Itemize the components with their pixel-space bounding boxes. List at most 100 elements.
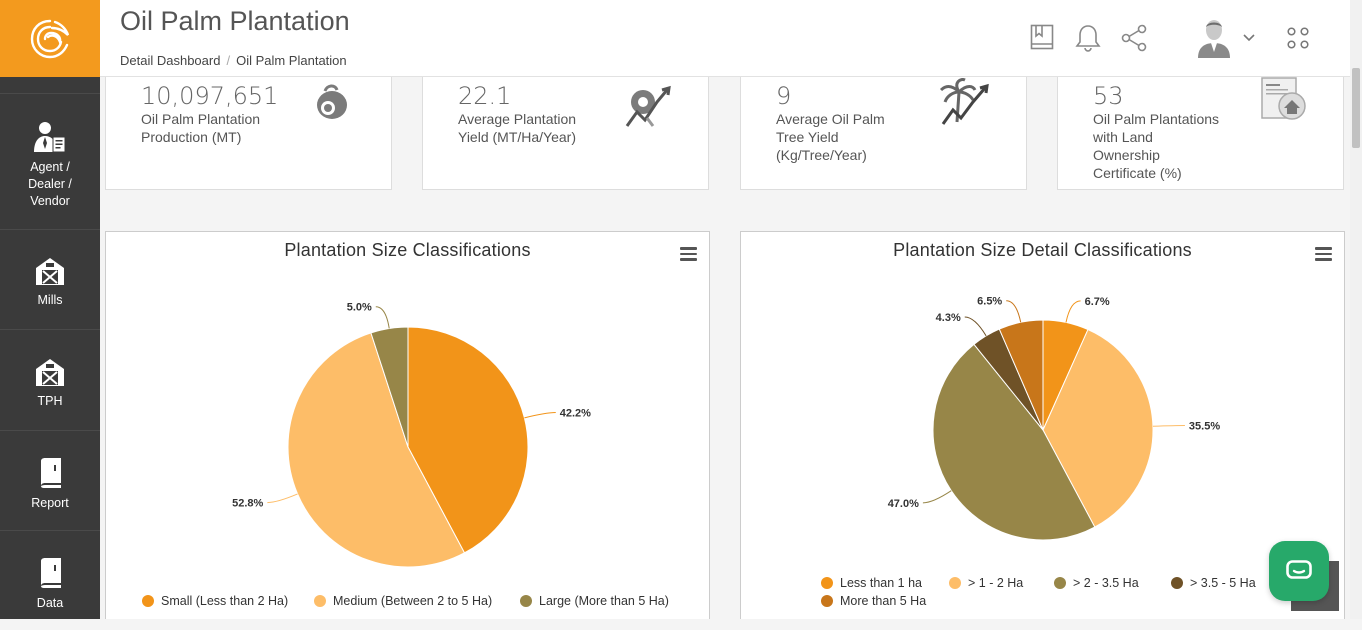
stat-label: Oil Palm Plantation Production (MT) [141,110,260,146]
stat-label-line: Tree Yield [776,129,839,145]
sidebar-item-data[interactable]: Data [0,530,100,630]
legend-item-2-3-5[interactable]: > 2 - 3.5 Ha [1054,576,1139,590]
stat-label-line: Yield (MT/Ha/Year) [458,129,577,145]
header: Oil Palm Plantation Detail Dashboard / Oil… [100,0,1350,77]
legend-item-less-than-1[interactable]: Less than 1 ha [821,576,922,590]
chart-panel-size-detail-classifications: Plantation Size Detail Classifications 6… [740,231,1345,619]
data-label: 35.5% [1189,420,1220,432]
yield-growth-icon [625,85,671,127]
stat-label-line: Certificate (%) [1093,165,1182,181]
sidebar-item-agent-line2: Dealer / [28,177,72,191]
chart-menu-button[interactable] [1315,247,1332,261]
legend-item-medium[interactable]: Medium (Between 2 to 5 Ha) [314,594,492,608]
legend-label: More than 5 Ha [840,594,927,608]
stat-card-production: 10,097,651 Oil Palm Plantation Productio… [105,77,392,190]
stat-label-line: Ownership [1093,147,1160,163]
sidebar-item-mills-label: Mills [37,293,63,307]
scrollbar-thumb[interactable] [1352,68,1360,148]
breadcrumb-link-detail-dashboard[interactable]: Detail Dashboard [120,53,221,68]
legend-label: Medium (Between 2 to 5 Ha) [333,594,493,608]
stat-label: Oil Palm Plantations with Land Ownership… [1093,110,1219,182]
logo-icon [30,19,70,58]
menu-bar [680,258,697,261]
sidebar-item-data-label: Data [36,596,64,610]
data-label: 5.0% [347,302,372,314]
share-icon[interactable] [1120,24,1148,52]
breadcrumb: Detail Dashboard / Oil Palm Plantation [120,53,347,68]
legend-label: > 2 - 3.5 Ha [1073,576,1139,590]
stat-value: 22.1 [458,82,512,110]
legend-dot [1171,577,1183,589]
data-label: 47.0% [888,498,919,510]
brand-logo[interactable] [0,0,100,77]
stat-label-line: Average Oil Palm [776,111,885,127]
chart-title: Plantation Size Classifications [284,240,531,260]
bookmark-book-icon[interactable] [1030,24,1054,50]
pie-slice[interactable] [932,343,1096,541]
sidebar-item-mills[interactable]: Mills [0,229,100,329]
chart-title: Plantation Size Detail Classifications [893,240,1192,260]
menu-bar [680,252,697,255]
breadcrumb-current: Oil Palm Plantation [236,53,347,68]
legend-dot [821,595,833,607]
stat-label-line: Average Plantation [458,111,577,127]
data-label-connector [1065,300,1081,323]
pie-slice[interactable] [370,326,409,448]
legend-item-small[interactable]: Small (Less than 2 Ha) [142,594,288,608]
chevron-down-icon[interactable] [1243,34,1255,42]
bell-icon[interactable] [1075,24,1101,52]
apps-grid-icon[interactable] [1287,27,1309,49]
sidebar-item-tph[interactable]: TPH [0,329,100,430]
data-label-connector [267,493,298,504]
data-label: 42.2% [560,408,591,420]
pie-chart-size-detail-classifications: 6.7% 35.5% 47.0% 4.3% 6.5% [888,296,1220,541]
data-label: 6.5% [977,296,1002,308]
stat-value: 53 [1093,82,1124,110]
legend-item-large[interactable]: Large (More than 5 Ha) [520,594,669,608]
chart-menu-button[interactable] [680,247,697,261]
legend-dot [949,577,961,589]
sidebar-item-agent[interactable]: Agent / Dealer / Vendor [0,93,100,229]
pie-slice[interactable] [998,319,1044,431]
data-label-connector [922,490,952,504]
chat-button[interactable] [1269,541,1329,601]
barn-icon [36,258,64,285]
stat-label-line: with Land [1093,129,1153,145]
stat-card-plantation-yield: 22.1 Average Plantation Yield (MT/Ha/Yea… [422,77,709,190]
stat-card-tree-yield: 9 Average Oil Palm Tree Yield (Kg/Tree/Y… [740,77,1027,190]
stat-label: Average Oil Palm Tree Yield (Kg/Tree/Yea… [776,110,885,164]
stat-label-line: Production (MT) [141,129,242,145]
legend-item-1-2[interactable]: > 1 - 2 Ha [949,576,1023,590]
main-content: 10,097,651 Oil Palm Plantation Productio… [100,77,1350,619]
sidebar-item-tph-label: TPH [37,394,63,408]
menu-bar [680,247,697,250]
data-label-connector [1006,300,1022,323]
pie-slice[interactable] [407,326,529,554]
legend-item-more-than-5[interactable]: More than 5 Ha [821,594,926,608]
sidebar: Agent / Dealer / Vendor Mills TPH Report [0,0,100,619]
data-label-connector [1152,424,1185,427]
data-label: 52.8% [232,498,263,510]
menu-bar [1315,258,1332,261]
legend-label: > 1 - 2 Ha [968,576,1024,590]
stat-value: 9 [776,82,792,110]
agent-icon [34,122,66,153]
chat-icon [1286,560,1312,579]
book-icon [41,458,61,488]
stat-value: 10,097,651 [141,82,279,110]
pie-slice[interactable] [1042,328,1154,528]
data-label-connector [964,316,987,337]
legend-dot [142,595,154,607]
book-icon [41,558,61,588]
certificate-icon [1261,77,1306,120]
page-scrollbar[interactable] [1350,0,1362,619]
data-label: 6.7% [1085,296,1110,308]
pie-chart-size-classifications: 42.2% 52.8% 5.0% [232,302,591,568]
avatar[interactable] [1198,18,1230,58]
data-label: 4.3% [936,312,961,324]
legend-item-3-5-5[interactable]: > 3.5 - 5 Ha [1171,576,1256,590]
legend-label: Small (Less than 2 Ha) [161,594,289,608]
sidebar-item-report[interactable]: Report [0,430,100,530]
legend-dot [1054,577,1066,589]
chart-panel-size-classifications: Plantation Size Classifications 42.2% 52.… [105,231,710,619]
